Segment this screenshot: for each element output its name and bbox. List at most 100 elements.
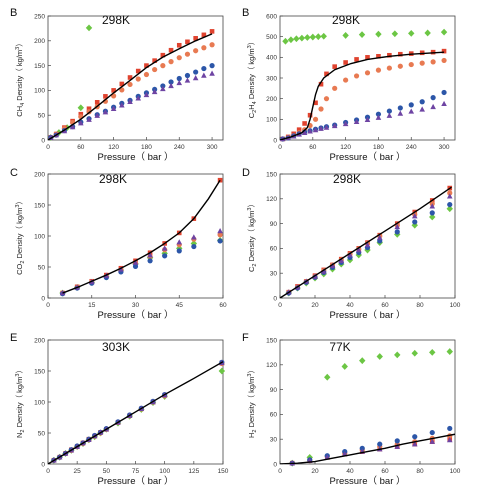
data-point-red [103,94,108,99]
data-point-blue [386,108,392,114]
data-point-purple [318,125,324,131]
data-point-purple [132,259,139,265]
x-tick-label: 25 [74,468,82,475]
data-point-purple [135,95,142,101]
data-point-orange [143,71,150,78]
y-tick-label: 0 [41,295,45,302]
data-point-purple [408,108,415,114]
data-point-purple [429,203,436,209]
y-tick-label: 200 [266,96,277,103]
data-point-green [440,28,448,36]
data-point-purple [375,114,382,120]
y-axis-label-part: C [247,266,256,272]
data-point-purple [143,91,150,98]
x-tick-label: 60 [219,302,227,309]
data-point-red [354,57,359,62]
x-tick-label: 20 [311,468,319,475]
panel-label: B [242,7,249,19]
data-point-green [342,32,349,39]
y-axis-label-part: 2 [252,264,258,267]
data-point-green [359,357,366,365]
y-axis-label-part: ） [15,366,24,374]
data-point-red [307,112,313,118]
fit-line [62,179,221,294]
data-point-purple [102,109,109,115]
data-point-green [429,213,436,221]
fit-line [280,186,452,298]
data-point-green [77,104,85,112]
y-tick-label: 60 [270,412,278,419]
data-point-purple [161,245,168,251]
temperature-annotation: 77K [329,340,350,354]
data-point-purple [217,228,223,234]
y-axis-label-part: ） [247,200,256,208]
data-point-purple [411,213,418,219]
data-point-purple [429,438,436,444]
data-point-blue [394,229,400,235]
y-axis-label-part: 2 [252,110,258,113]
data-point-purple [446,193,453,199]
data-point-purple [394,443,401,449]
data-point-green [293,35,300,43]
data-point-purple [441,100,447,107]
chart-panel-1: B 0 60 120 180 240 300 0 100 200 300 400 500 600 Press… [242,7,456,163]
data-point-orange [160,63,166,69]
data-point-purple [119,102,125,108]
data-point-green [298,34,306,42]
data-point-purple [209,70,215,76]
data-point-purple [397,110,404,116]
temperature-annotation: 298K [102,13,130,27]
data-point-purple [329,262,336,268]
data-point-purple [69,124,76,130]
x-axis-label: Pressure（ bar ） [329,151,405,163]
y-axis-label: C2H4 Density（ kg/m3） [247,38,258,118]
data-point-purple [320,268,327,274]
y-axis-label-part: Density（ kg/m [15,208,24,261]
y-axis-label: CH4 Density（ kg/m3） [15,39,26,116]
y-axis-label-part: 2 [252,430,258,433]
y-tick-label: 150 [266,337,277,344]
data-point-blue [191,243,197,250]
data-point-red [313,100,318,106]
series-purple [279,100,447,142]
y-axis-label: H2 Density（ kg/m3） [247,366,258,438]
chart-panel-4: E 0 25 50 75 100 125 150 0 50 100 150 200 Pressure（ b… [10,332,229,487]
data-point-red [441,48,447,54]
panel-label: B [10,7,17,19]
y-axis-label-part: 4 [20,103,26,106]
data-point-green [218,367,226,375]
series-orange [59,232,223,296]
data-point-orange [217,232,223,238]
data-point-blue [441,89,447,96]
temperature-annotation: 298K [99,172,127,186]
y-axis-label-part: C [247,112,256,118]
data-point-purple [168,82,174,89]
data-point-orange [441,57,447,64]
y-tick-label: 150 [34,368,45,375]
y-tick-label: 0 [273,461,277,468]
y-axis-label-part: Density（ kg/m [247,48,256,101]
y-axis-label-part: CO [15,263,24,274]
y-tick-label: 50 [38,430,46,437]
series-green [282,28,448,45]
y-tick-label: 200 [34,337,45,344]
data-point-purple [353,118,360,125]
chart-panel-0: B 0 60 120 180 240 300 0 50 100 150 200 250 Pressure（… [10,7,224,163]
data-point-purple [118,266,124,272]
data-point-purple [78,120,84,126]
x-tick-label: 0 [46,302,50,309]
y-tick-label: 400 [266,55,277,62]
data-point-green [85,24,93,32]
x-tick-label: 20 [311,302,319,309]
data-point-purple [160,85,166,92]
data-point-purple [386,112,393,118]
data-point-blue [430,95,436,101]
y-axis-label: CO2 Density（ kg/m3） [15,197,26,275]
x-tick-label: 75 [132,468,140,475]
y-tick-label: 90 [270,221,278,228]
data-point-purple [184,77,191,83]
panel-label: F [242,332,249,344]
series-red [60,177,223,296]
x-tick-label: 40 [346,302,354,309]
